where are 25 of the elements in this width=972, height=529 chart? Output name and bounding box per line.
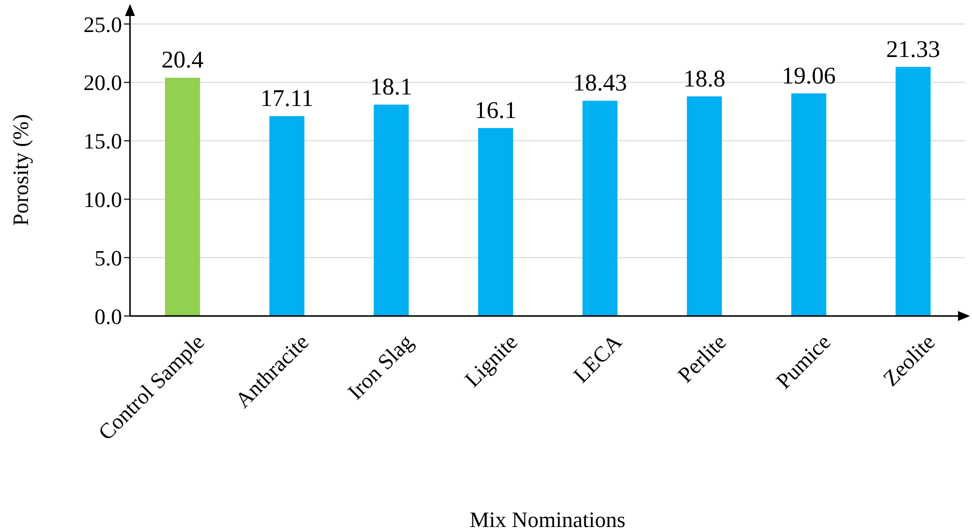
bar (896, 66, 931, 316)
x-axis-title: Mix Nominations (470, 507, 626, 529)
y-tick-label: 10.0 (84, 187, 122, 212)
bar (686, 96, 722, 316)
data-label: 18.1 (370, 74, 412, 101)
x-tick-label: Iron Slag (342, 329, 418, 404)
bar (165, 78, 200, 316)
data-label: 19.06 (782, 63, 836, 90)
data-label: 21.33 (886, 36, 940, 63)
data-label: 17.11 (260, 86, 314, 112)
data-label: 20.4 (162, 48, 204, 74)
y-tick-label: 15.0 (84, 128, 122, 154)
bar (582, 100, 618, 316)
data-label: 16.1 (474, 98, 517, 124)
bar (374, 104, 409, 316)
data-label: 18.43 (573, 70, 627, 97)
y-axis-title: Porosity (%) (8, 114, 33, 226)
bar (269, 116, 304, 316)
bar (478, 128, 514, 316)
y-tick-label: 5.0 (94, 245, 122, 270)
bar (791, 93, 826, 316)
y-tick-label: 25.0 (84, 12, 122, 37)
data-label: 18.8 (683, 66, 726, 92)
y-tick-label: 20.0 (84, 70, 122, 96)
y-tick-label: 0.0 (94, 304, 122, 329)
